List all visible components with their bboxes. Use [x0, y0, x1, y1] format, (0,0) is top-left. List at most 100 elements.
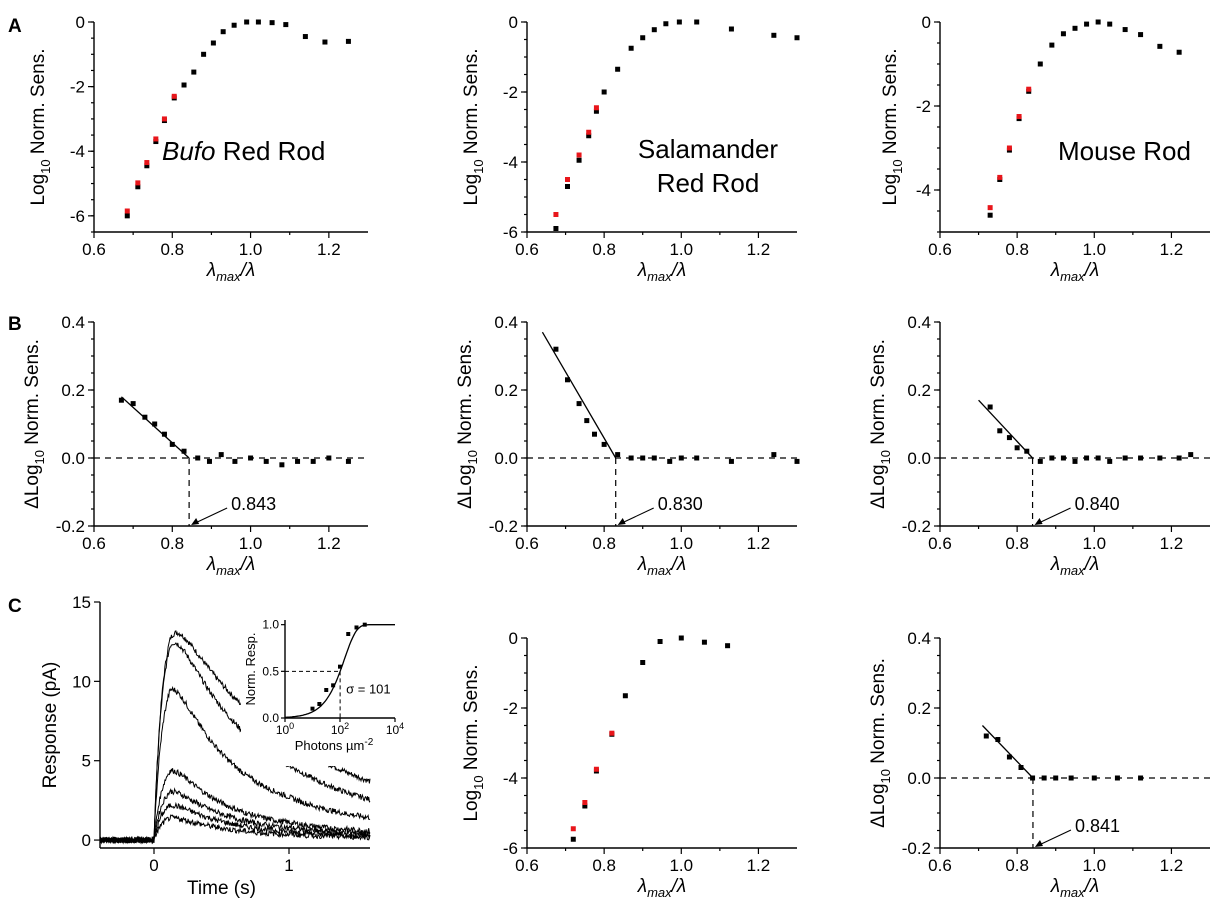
data-point [345, 38, 351, 44]
data-point [640, 660, 646, 665]
x-tick-label: 0.6 [82, 534, 106, 553]
x-tick-label: 1.0 [669, 240, 693, 259]
data-point-red [987, 205, 993, 211]
inset-data-point [362, 622, 367, 627]
data-point [191, 69, 197, 75]
data-point [576, 401, 582, 407]
data-point [201, 51, 207, 57]
data-point [1095, 19, 1101, 25]
inset-data-point [324, 688, 329, 692]
y-tick-label: 0 [922, 13, 931, 32]
x-tick-label: 0.8 [160, 534, 184, 553]
y-tick-label: -0.2 [489, 517, 518, 536]
x-tick-label: 0.8 [592, 240, 616, 259]
data-point [1068, 775, 1074, 781]
inset-y-tick-label: 0.5 [262, 664, 279, 678]
y-tick-label: -0.2 [902, 517, 931, 536]
data-point-red [1026, 86, 1032, 92]
x-tick-label: 1.2 [1160, 240, 1184, 259]
data-point [584, 418, 590, 424]
data-point [279, 462, 285, 468]
x-tick-label: 1.2 [317, 534, 341, 553]
data-point [663, 21, 669, 27]
x-tick-label: 1.2 [747, 856, 771, 875]
inset-y-tick-label: 1.0 [262, 618, 279, 632]
data-point [678, 455, 684, 461]
data-point-red [144, 160, 150, 166]
annotation-mouse-rod: Mouse Rod [1058, 136, 1191, 166]
x-tick-label: 1 [284, 856, 293, 875]
response-trace [99, 768, 371, 844]
y-tick-label: -0.2 [902, 839, 931, 858]
panel-letter-a: A [8, 16, 22, 37]
data-point [248, 455, 254, 461]
data-point-red [593, 105, 599, 111]
x-axis-label: λmax/λ [1050, 260, 1100, 284]
data-point [302, 34, 308, 40]
y-tick-label: 10 [72, 672, 91, 691]
y-axis-label: ΔLog10 Norm. Sens. [868, 339, 893, 509]
data-point [701, 639, 707, 645]
data-point [570, 836, 576, 842]
response-trace [99, 787, 371, 845]
data-point [983, 733, 989, 739]
data-point [694, 19, 700, 25]
x-tick-label: 1.0 [239, 534, 263, 553]
data-point [231, 22, 237, 28]
data-point [322, 39, 328, 45]
y-tick-label: -2 [503, 699, 518, 718]
inset-y-tick-label: 0.0 [262, 711, 279, 725]
inset-sigma-label: σ = 101 [346, 681, 391, 696]
data-point-red [124, 208, 130, 214]
data-point [1176, 49, 1182, 55]
y-tick-label: 0.4 [61, 313, 85, 332]
x-tick-label: 1.0 [1082, 240, 1106, 259]
data-point [1084, 21, 1090, 27]
data-point [210, 40, 216, 46]
data-point [1122, 455, 1128, 461]
data-point [995, 737, 1001, 742]
data-point-red [153, 136, 159, 142]
x-tick-label: 0.8 [1005, 534, 1029, 553]
x-tick-label: 1.2 [747, 240, 771, 259]
data-point [728, 26, 734, 32]
arrow-head [191, 518, 200, 525]
y-tick-label: -2 [70, 78, 85, 97]
data-point [283, 22, 289, 28]
data-point [1060, 31, 1066, 37]
data-point [295, 458, 301, 464]
data-point [181, 82, 187, 88]
y-tick-label: -2 [916, 97, 931, 116]
panel-b2: 0.6 0.8 1.0 1.2 -0.2 0.0 0.2 0.4 ΔLog10 Norm. Se… [455, 313, 800, 578]
data-point [615, 66, 621, 72]
inset-x-tick-label: 102 [331, 721, 349, 737]
data-point [220, 29, 226, 35]
x-tick-label: 1.0 [239, 240, 263, 259]
y-tick-label: 0.2 [907, 381, 931, 400]
data-point [657, 639, 663, 644]
data-point [144, 163, 150, 169]
y-tick-label: 0 [509, 629, 518, 648]
data-point [628, 45, 634, 51]
data-point [1084, 455, 1090, 461]
data-point-red [609, 730, 615, 736]
breakpoint-label: 0.843 [231, 494, 276, 514]
data-point-red [586, 129, 592, 135]
y-axis-label: Log10 Norm. Sens. [461, 664, 486, 821]
y-tick-label: 0 [509, 13, 518, 32]
y-tick-label: -6 [503, 839, 518, 858]
data-point [1114, 775, 1120, 781]
data-point [725, 643, 731, 649]
x-tick-label: 0.6 [928, 240, 952, 259]
data-point [987, 404, 993, 410]
x-axis-label: Time (s) [187, 878, 256, 899]
data-point [997, 428, 1003, 434]
y-tick-label: 0.0 [61, 449, 85, 468]
y-tick-label: 0.2 [61, 381, 85, 400]
arrow-line [1036, 829, 1072, 847]
data-point-red [161, 116, 167, 122]
y-axis-label: Log10 Norm. Sens. [880, 48, 905, 205]
inset-data-point [346, 632, 351, 636]
panel-letter-b: B [8, 314, 22, 335]
y-tick-label: 0 [76, 13, 85, 32]
